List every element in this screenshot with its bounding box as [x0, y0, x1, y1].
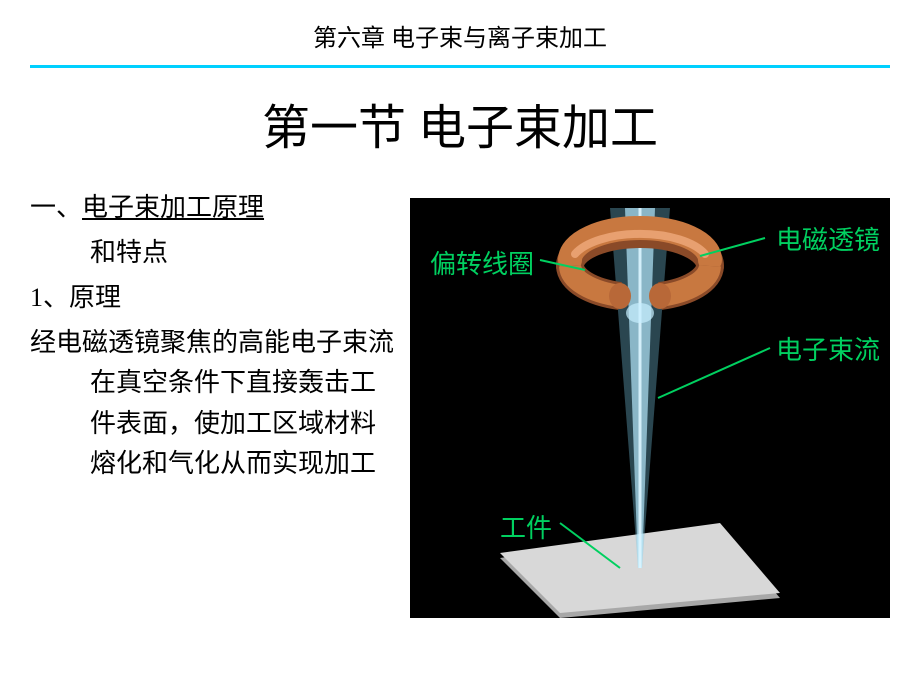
label-beam: 电子束流: [776, 330, 880, 367]
body-text: 经电磁透镜聚焦的高能电子束流在真空条件下直接轰击工件表面，使加工区域材料熔化和气…: [30, 323, 400, 484]
electron-beam-diagram: 偏转线圈 电磁透镜 电子束流 工件: [410, 198, 890, 618]
heading-1-underlined: 电子束加工原理: [82, 193, 264, 222]
chapter-header: 第六章 电子束与离子束加工: [20, 10, 900, 65]
label-workpiece: 工件: [500, 508, 552, 545]
text-column: 一、电子束加工原理 和特点 1、原理 经电磁透镜聚焦的高能电子束流在真空条件下直…: [30, 188, 400, 618]
diagram-column: 偏转线圈 电磁透镜 电子束流 工件: [400, 188, 890, 618]
heading-1-line1: 一、电子束加工原理: [30, 188, 400, 227]
beam-shape: [610, 208, 670, 568]
divider-line: [30, 65, 890, 68]
heading-2: 1、原理: [30, 278, 400, 317]
heading-1-line2: 和特点: [30, 233, 400, 272]
content-wrap: 一、电子束加工原理 和特点 1、原理 经电磁透镜聚焦的高能电子束流在真空条件下直…: [20, 188, 900, 618]
heading-1-prefix: 一、: [30, 193, 82, 222]
label-deflect-coil: 偏转线圈: [430, 244, 534, 281]
label-em-lens: 电磁透镜: [776, 220, 880, 257]
section-title: 第一节 电子束加工: [20, 88, 900, 158]
